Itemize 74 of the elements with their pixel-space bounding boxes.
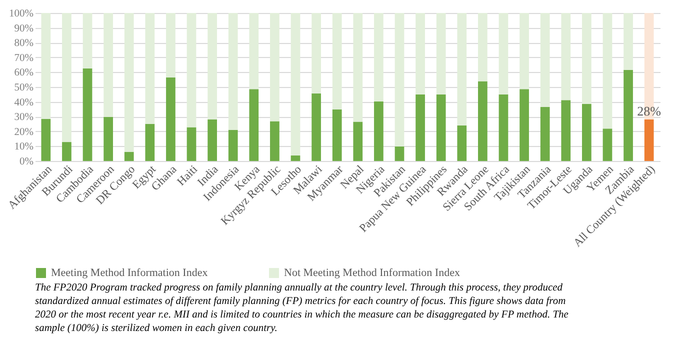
y-tick-label: 20% [14,126,34,138]
y-tick-label: 30% [14,112,34,124]
y-tick-label: 40% [14,97,34,108]
bar [602,128,612,161]
bar [249,89,259,161]
y-tick-label: 80% [14,38,34,50]
bar [436,94,446,161]
bar [312,93,321,161]
bar [520,89,529,161]
bar [166,78,176,161]
y-tick-label: 50% [14,82,34,94]
bar [498,13,508,94]
bar [394,13,404,146]
y-tick-label: 90% [14,23,34,34]
bar [270,121,280,161]
bar [228,13,238,130]
bar [436,13,446,94]
bar [624,13,633,70]
bar [41,13,51,119]
bar [540,13,550,107]
bar [353,122,363,161]
bar [62,13,72,142]
bar [478,13,488,82]
bar [582,13,592,104]
bar [270,13,280,122]
bar [644,120,654,161]
y-tick-label: 10% [14,142,34,153]
bar [186,13,196,128]
bar [104,117,113,161]
bar [208,13,217,120]
bar [332,109,342,161]
bar [457,13,467,126]
bar [498,94,508,161]
bar [249,13,259,90]
bar [332,13,342,110]
bar [416,13,425,94]
data-label: 28% [637,104,662,119]
bar [41,118,51,161]
bar [374,13,384,102]
bar [166,13,176,78]
bar [82,13,92,68]
bar [520,13,529,90]
bar [540,106,550,161]
bar [478,81,488,161]
legend-label: Not Meeting Method Information Index [284,267,460,279]
bar [290,156,300,161]
bar [124,13,134,152]
y-tick-label: 100% [9,8,34,20]
bar [62,142,72,161]
bar [186,127,196,161]
bar [145,124,155,161]
bar [124,152,134,161]
bar [82,68,92,161]
y-tick-label: 0% [20,156,34,168]
bar [228,130,238,161]
bar [561,13,571,100]
bar [561,100,571,161]
bar [353,13,363,122]
bar [394,146,404,161]
bar [457,125,467,161]
bar [104,13,113,118]
bar [208,119,217,161]
bar [624,70,633,161]
bar [582,104,592,161]
legend-label: Meeting Method Information Index [51,267,208,279]
bar [145,13,155,124]
bar [312,13,321,94]
bar [602,13,612,129]
y-tick-label: 60% [14,68,34,79]
text: The FP2020 Program tracked progress on family planning annually at the country level. Through this process, they produced standardized annual estimates of different family planning (FP) metrics for each country of focus. This figure shows data from 2020 or the most recent year r.e. MII and is limited to countries in which the measure can be disaggregated by FP method. The sample (100%) is sterilized women in each given country. [35,282,569,334]
y-tick-label: 70% [14,52,34,64]
bar [290,13,300,156]
bar [374,102,384,161]
bar [416,94,425,161]
